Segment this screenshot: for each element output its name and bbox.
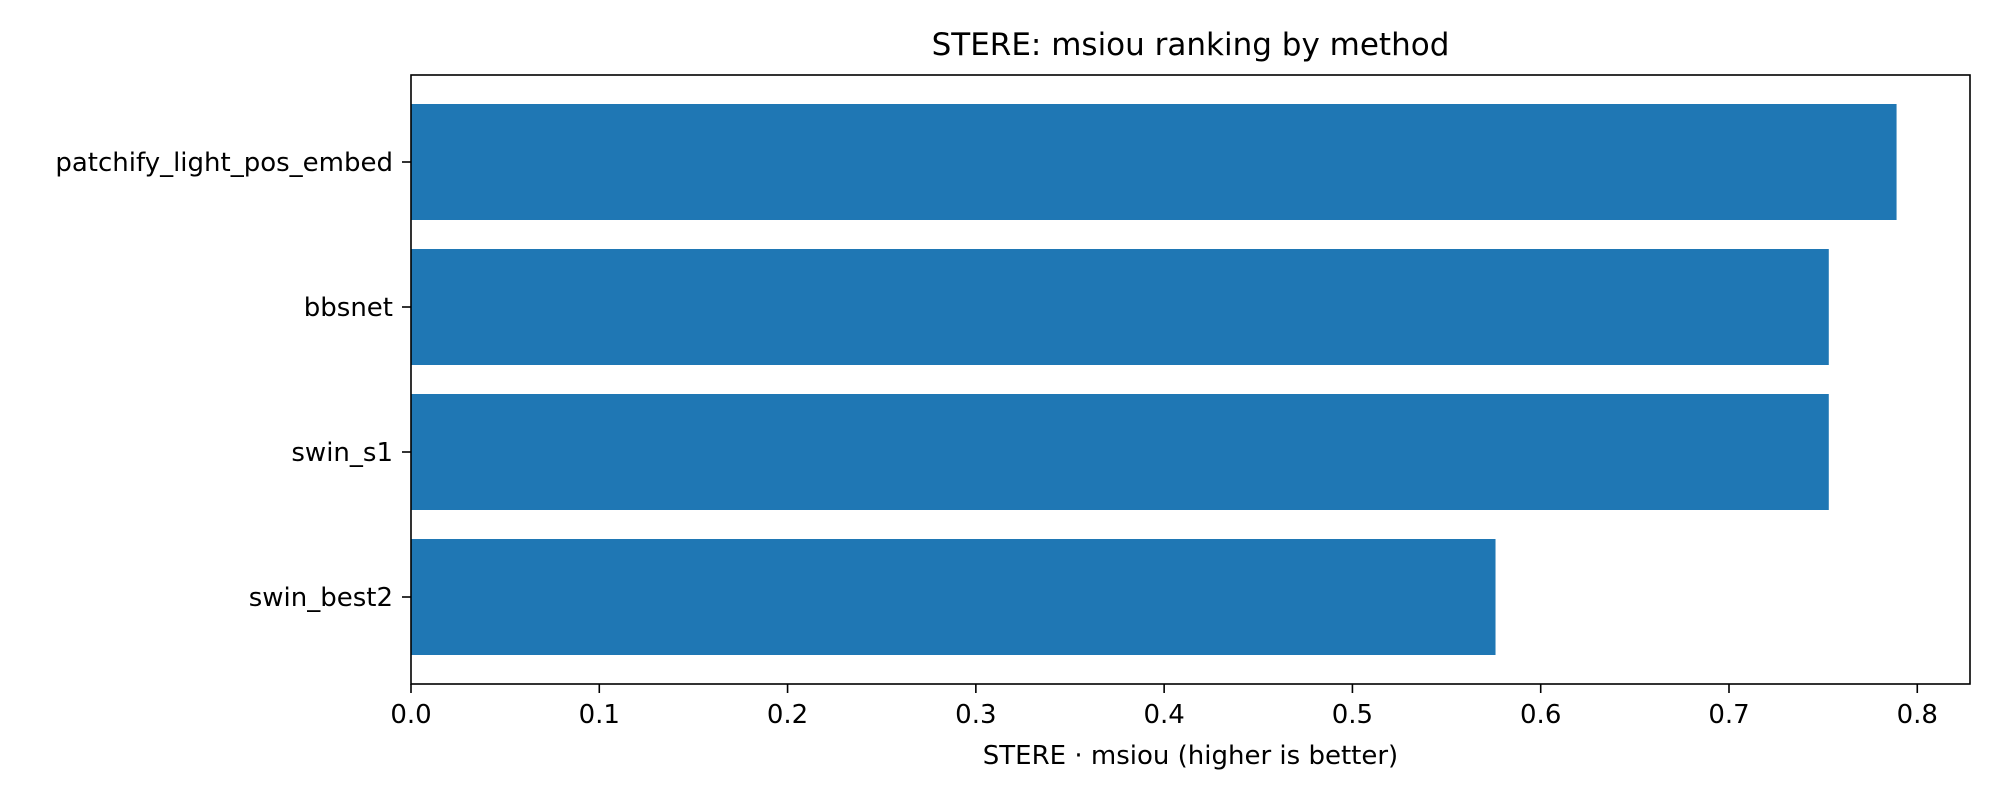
x-tick-label: 0.5 [1332,700,1373,730]
x-tick-label: 0.4 [1143,700,1184,730]
bar-swin_s1 [411,394,1829,510]
y-tick-label: swin_best2 [249,583,393,613]
x-tick-label: 0.3 [955,700,996,730]
x-tick-label: 0.6 [1520,700,1561,730]
x-tick-label: 0.2 [767,700,808,730]
plot-frame [410,74,1971,685]
bar-swin_best2 [411,539,1496,655]
bar-patchify_light_pos_embed [411,104,1897,220]
x-tick-label: 0.7 [1708,700,1749,730]
y-tick-label: bbsnet [304,293,393,323]
bars-group [411,104,1897,655]
bar-bbsnet [411,249,1829,365]
x-tick-label: 0.0 [390,700,431,730]
chart-title: STERE: msiou ranking by method [932,27,1450,63]
y-tick-label: patchify_light_pos_embed [55,148,393,178]
x-axis-label: STERE · msiou (higher is better) [983,741,1398,771]
x-tick-label: 0.1 [579,700,620,730]
x-tick-label: 0.8 [1897,700,1938,730]
y-tick-label: swin_s1 [291,438,393,468]
x-axis: 0.0 0.1 0.2 0.3 0.4 0.5 0.6 0.7 0.8 [390,684,1938,730]
